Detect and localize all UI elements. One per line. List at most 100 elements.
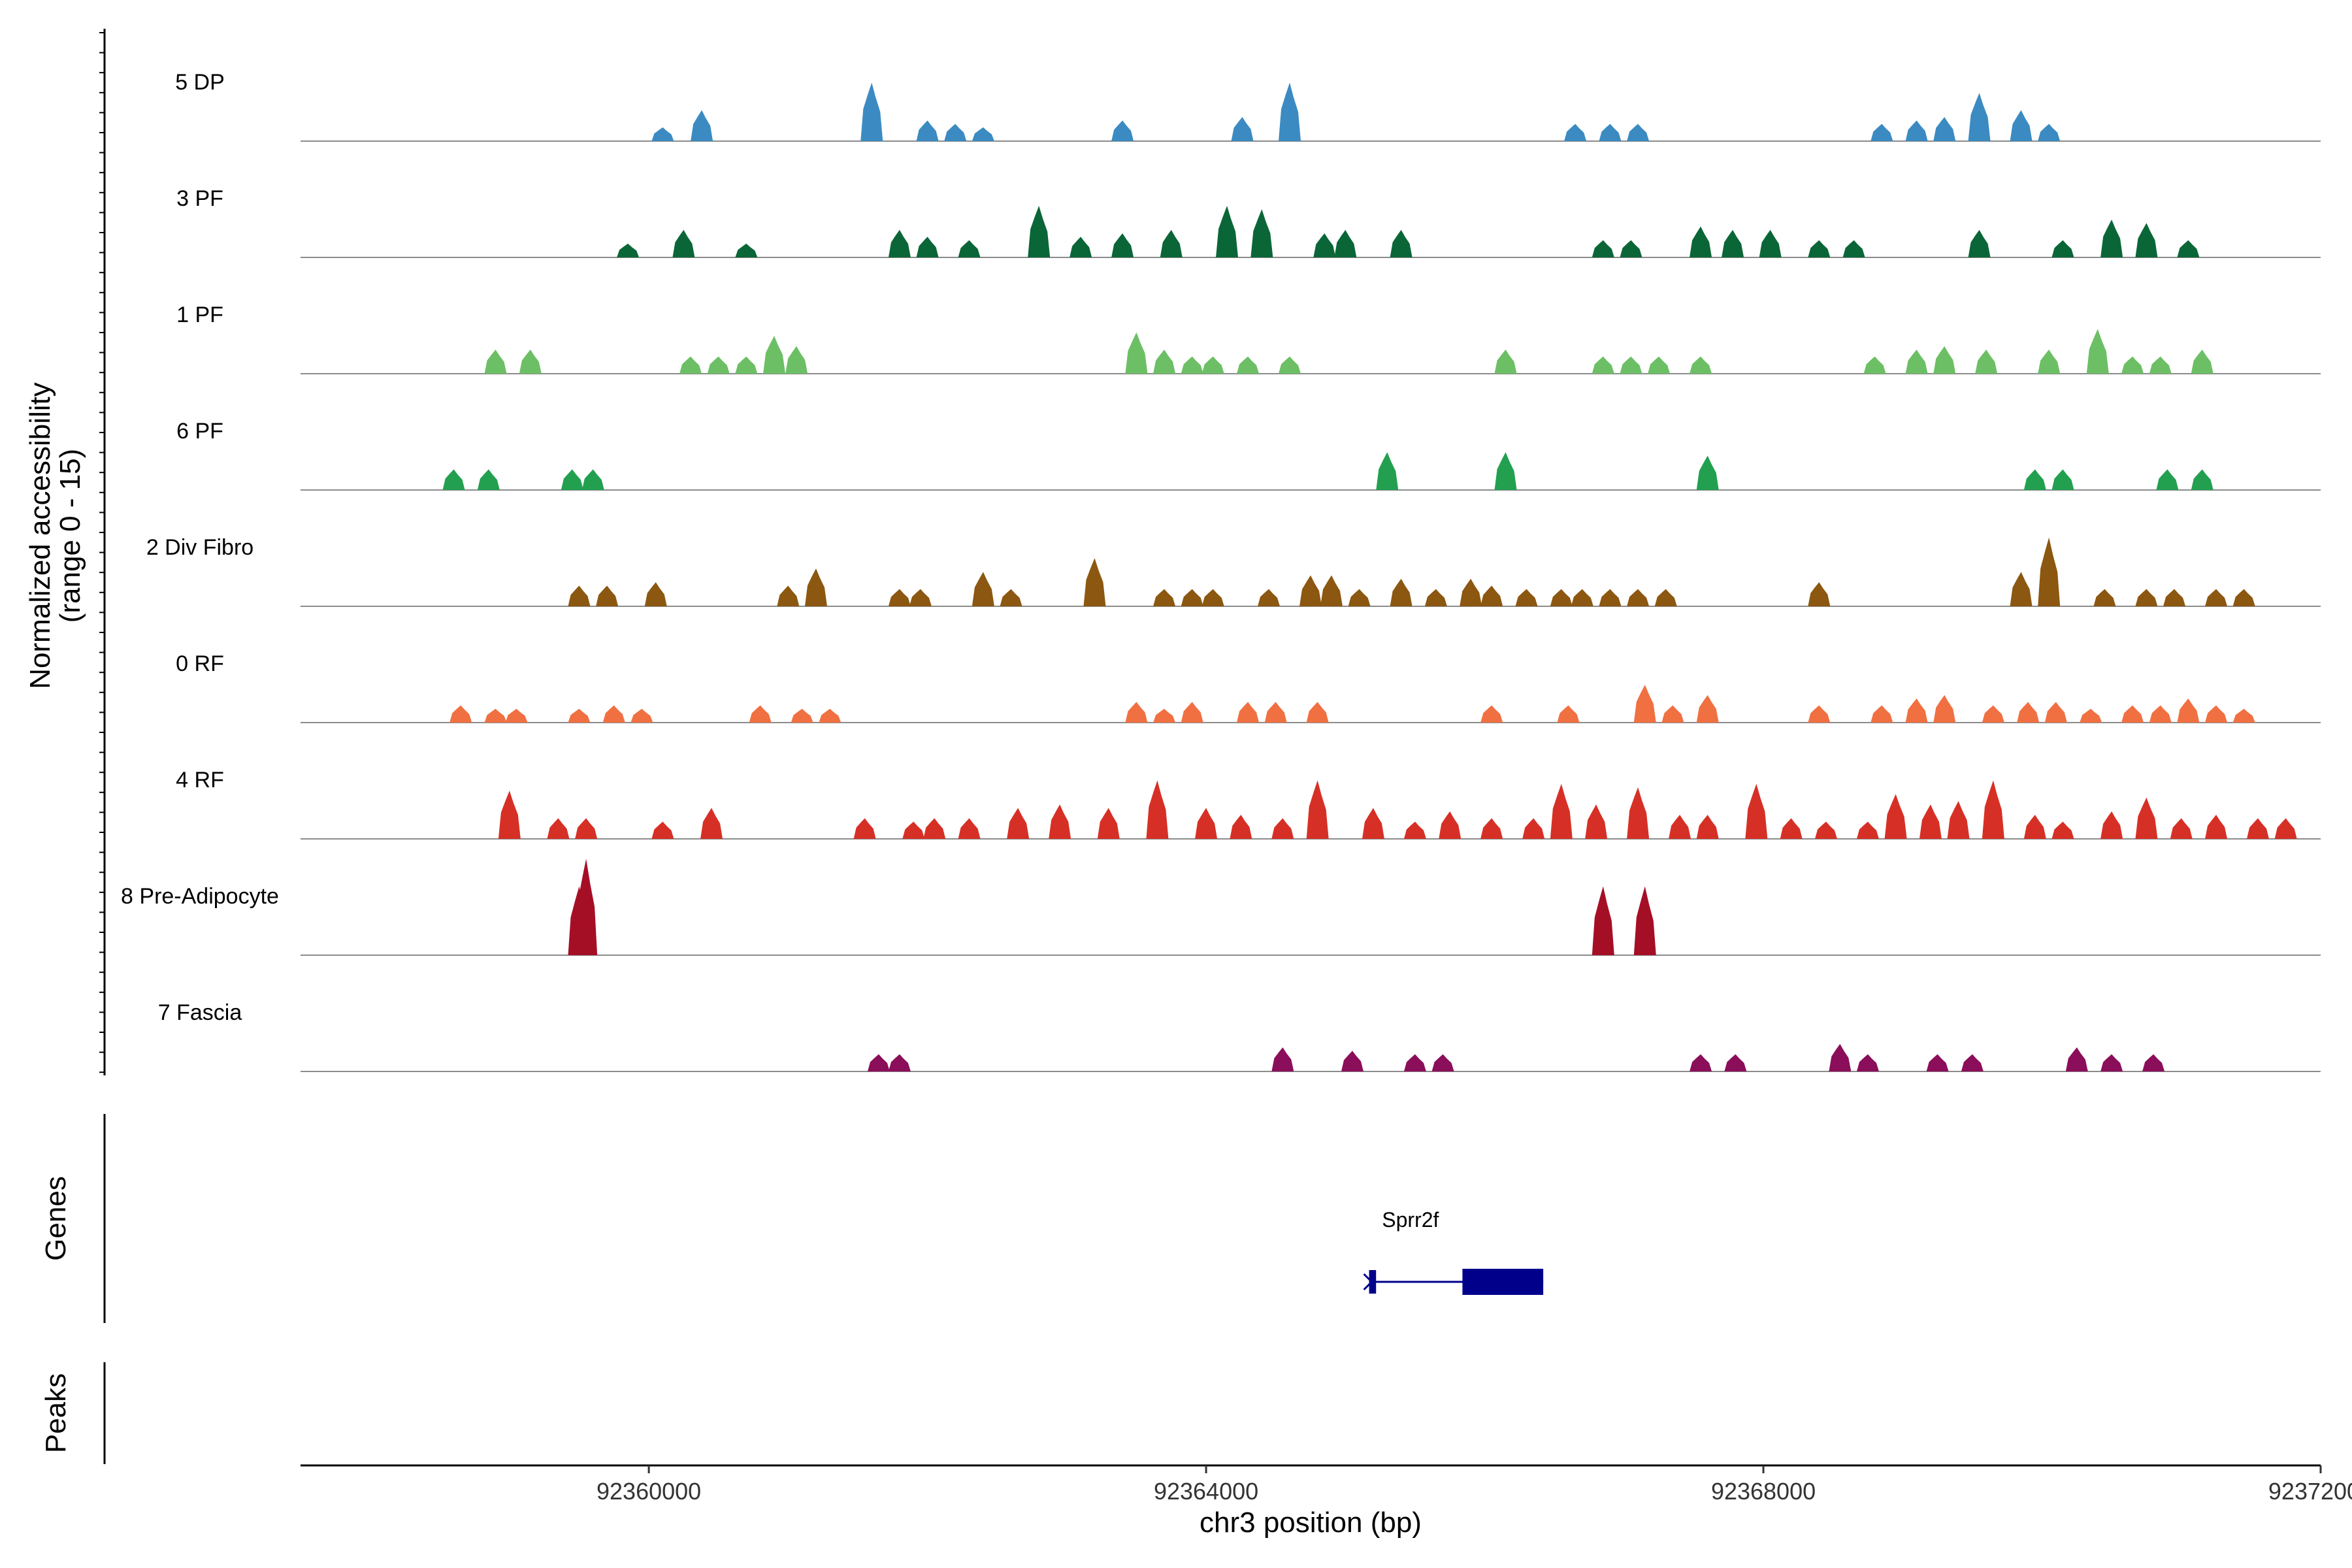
accessibility-peak bbox=[860, 82, 883, 141]
accessibility-peak bbox=[1480, 818, 1503, 839]
accessibility-peak bbox=[1271, 1047, 1294, 1071]
accessibility-peak bbox=[1933, 346, 1956, 374]
accessibility-peak bbox=[888, 589, 911, 606]
accessibility-peak bbox=[1690, 356, 1712, 374]
accessibility-peak bbox=[1696, 694, 1719, 723]
accessibility-peak bbox=[1968, 93, 1991, 141]
y-axis-title: Normalized accessibility bbox=[24, 382, 56, 689]
accessibility-peak bbox=[1620, 356, 1642, 374]
accessibility-peak bbox=[1592, 356, 1614, 374]
accessibility-peak bbox=[449, 705, 472, 723]
accessibility-peak bbox=[1083, 558, 1106, 606]
accessibility-peak bbox=[1313, 233, 1336, 257]
accessibility-peak bbox=[1341, 1051, 1364, 1071]
accessibility-peak bbox=[2149, 705, 2172, 723]
accessibility-peak bbox=[1231, 117, 1254, 141]
accessibility-peak bbox=[1390, 229, 1413, 257]
accessibility-peak bbox=[1599, 589, 1622, 606]
accessibility-peak bbox=[1201, 356, 1224, 374]
accessibility-peak bbox=[2010, 110, 2033, 141]
accessibility-peak bbox=[1905, 698, 1928, 723]
accessibility-peak bbox=[2170, 818, 2193, 839]
accessibility-peak bbox=[1968, 229, 1991, 257]
accessibility-peak bbox=[1870, 705, 1893, 723]
accessibility-peak bbox=[1522, 818, 1545, 839]
accessibility-peak bbox=[1829, 1043, 1852, 1071]
accessibility-peak bbox=[2100, 1054, 2123, 1071]
accessibility-peak bbox=[1884, 794, 1907, 839]
accessibility-peak bbox=[1431, 1054, 1454, 1071]
accessibility-peak bbox=[972, 127, 994, 141]
accessibility-peak bbox=[2010, 572, 2033, 606]
accessibility-peak bbox=[1403, 821, 1426, 839]
accessibility-peak bbox=[1480, 705, 1503, 723]
accessibility-peak bbox=[1348, 589, 1371, 606]
accessibility-peak bbox=[568, 708, 591, 723]
accessibility-peak bbox=[2051, 469, 2074, 490]
accessibility-peak bbox=[2205, 589, 2228, 606]
track-label: 5 DP bbox=[175, 70, 225, 95]
accessibility-peak bbox=[2038, 123, 2061, 141]
accessibility-peak bbox=[484, 708, 507, 723]
x-axis-title: chr3 position (bp) bbox=[1200, 1507, 1422, 1539]
accessibility-peak bbox=[617, 243, 640, 257]
accessibility-peak bbox=[1669, 815, 1691, 839]
accessibility-peak bbox=[498, 791, 521, 839]
accessibility-peak bbox=[1550, 589, 1573, 606]
accessibility-peak bbox=[644, 582, 667, 606]
accessibility-peak bbox=[1237, 356, 1260, 374]
accessibility-peak bbox=[804, 568, 827, 606]
accessibility-peak bbox=[1863, 356, 1886, 374]
peaks-track-label: Peaks bbox=[40, 1373, 72, 1453]
gene-track: Sprr2f bbox=[1363, 1208, 1544, 1295]
accessibility-peak bbox=[2274, 818, 2297, 839]
y-axis-ticks bbox=[99, 32, 105, 1073]
accessibility-peak bbox=[2247, 818, 2270, 839]
accessibility-peak bbox=[1722, 229, 1744, 257]
accessibility-peak bbox=[1007, 808, 1030, 839]
accessibility-peak bbox=[1111, 233, 1134, 257]
accessibility-peak bbox=[916, 120, 939, 141]
accessibility-peak bbox=[2142, 1054, 2165, 1071]
accessibility-peak bbox=[1905, 350, 1928, 374]
accessibility-peak bbox=[1947, 801, 1970, 839]
accessibility-peak bbox=[1028, 206, 1051, 257]
accessibility-peak bbox=[2232, 589, 2255, 606]
accessibility-peak bbox=[519, 350, 542, 374]
accessibility-peak bbox=[1460, 578, 1482, 606]
accessibility-peak bbox=[2100, 811, 2123, 839]
accessibility-peak bbox=[1620, 240, 1642, 257]
accessibility-peak bbox=[1153, 350, 1176, 374]
accessibility-peak bbox=[1153, 589, 1176, 606]
accessibility-peak bbox=[1279, 356, 1301, 374]
track-label: 6 PF bbox=[176, 419, 223, 444]
accessibility-peak bbox=[1814, 821, 1837, 839]
accessibility-peak bbox=[1905, 120, 1928, 141]
accessibility-peak bbox=[1856, 821, 1879, 839]
x-tick-label: 92364000 bbox=[1154, 1478, 1258, 1505]
track-8-pre-adipocyte: 8 Pre-Adipocyte bbox=[121, 858, 2321, 956]
accessibility-peak bbox=[972, 572, 994, 606]
accessibility-peak bbox=[923, 818, 946, 839]
accessibility-peak bbox=[1424, 589, 1447, 606]
accessibility-peak bbox=[1926, 1054, 1949, 1071]
accessibility-peak bbox=[1299, 575, 1322, 606]
accessibility-peak bbox=[1571, 589, 1593, 606]
accessibility-peak bbox=[2191, 469, 2213, 490]
track-7-fascia: 7 Fascia bbox=[158, 1000, 2321, 1072]
accessibility-peak bbox=[1599, 123, 1622, 141]
accessibility-peak bbox=[2163, 589, 2186, 606]
track-label: 4 RF bbox=[176, 768, 224, 792]
accessibility-peak bbox=[1181, 702, 1203, 723]
accessibility-peak bbox=[1842, 240, 1865, 257]
accessibility-peak bbox=[1271, 818, 1294, 839]
accessibility-peak bbox=[2038, 537, 2061, 606]
accessibility-peak bbox=[1808, 705, 1831, 723]
accessibility-peak bbox=[1111, 120, 1134, 141]
track-3-pf: 3 PF bbox=[176, 186, 2321, 258]
accessibility-peak bbox=[1808, 582, 1831, 606]
accessibility-peak bbox=[1070, 237, 1092, 257]
accessibility-peak bbox=[2135, 589, 2158, 606]
accessibility-peak bbox=[1870, 123, 1893, 141]
